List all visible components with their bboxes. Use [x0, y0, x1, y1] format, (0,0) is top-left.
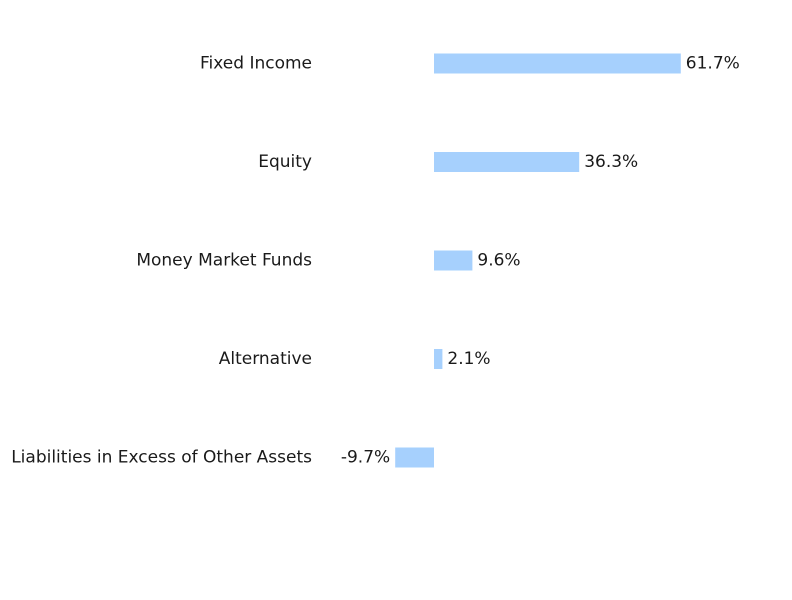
value-label: 9.6%	[477, 251, 520, 271]
bar	[434, 152, 580, 172]
bar	[434, 349, 443, 369]
bar	[434, 53, 681, 74]
bars	[395, 53, 681, 468]
category-label: Alternative	[219, 349, 312, 369]
bar	[434, 250, 473, 271]
category-label: Equity	[258, 152, 312, 172]
category-label: Money Market Funds	[136, 251, 312, 271]
category-labels: Fixed Income Equity Money Market Funds Alte…	[11, 54, 312, 468]
category-label: Fixed Income	[200, 54, 312, 74]
value-label: -9.7%	[341, 448, 390, 468]
value-label: 61.7%	[686, 54, 740, 74]
value-label: 36.3%	[584, 152, 638, 172]
value-labels: 61.7% 36.3% 9.6% 2.1% -9.7%	[341, 54, 740, 468]
value-label: 2.1%	[447, 349, 490, 369]
category-label: Liabilities in Excess of Other Assets	[11, 448, 312, 468]
bar	[395, 447, 434, 468]
